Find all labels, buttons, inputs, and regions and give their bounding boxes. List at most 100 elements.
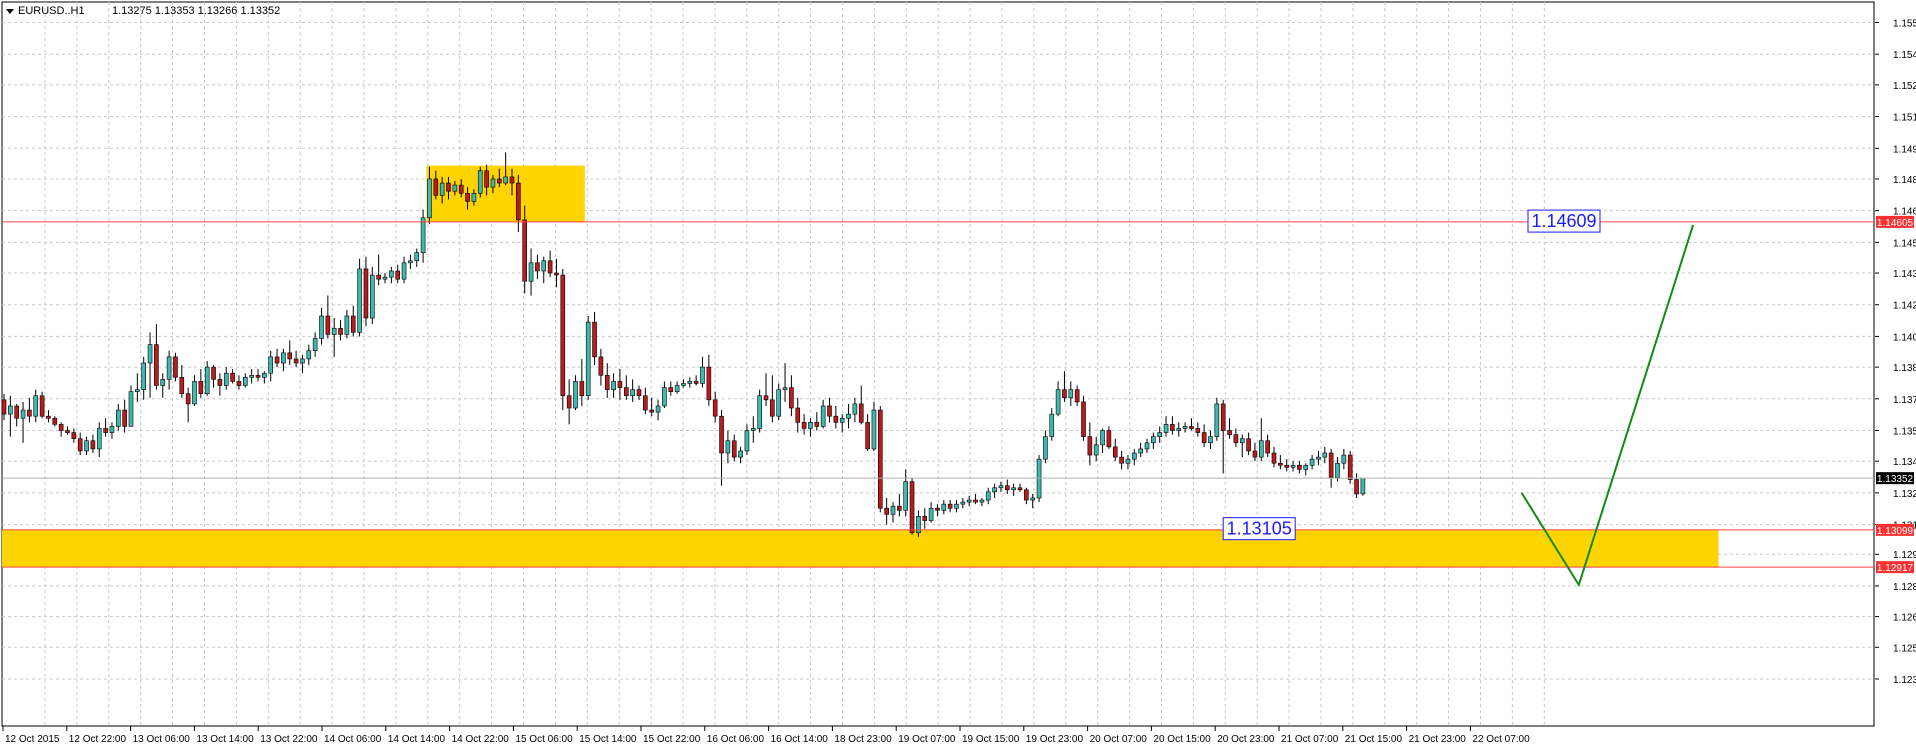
candle-bear [623, 387, 629, 397]
candle-bear [433, 178, 439, 196]
projection-path[interactable] [1520, 224, 1695, 588]
zones [2, 165, 1719, 568]
candle-bull [1132, 452, 1137, 460]
candle-bear [858, 403, 864, 423]
price-tick-label: 1.13895 [1893, 363, 1916, 374]
candle-bull [681, 383, 686, 386]
candle-bear [1024, 489, 1029, 501]
candle-bear [274, 356, 280, 364]
candle-bear [287, 352, 293, 360]
candle-bear [877, 409, 883, 509]
price-badge [1876, 523, 1914, 536]
candle-bear [814, 422, 820, 427]
candle-bull [1290, 464, 1296, 468]
candle-bull [223, 372, 229, 386]
candle-bull [998, 485, 1004, 489]
candle-bear [1062, 389, 1067, 399]
candle-bear [643, 395, 648, 411]
chevron-down-icon[interactable] [6, 9, 14, 14]
candle-bear [547, 260, 553, 274]
candle-bull [1049, 413, 1055, 437]
candle-bull [992, 487, 997, 493]
candle-bear [566, 395, 572, 409]
candle-bear [350, 315, 356, 333]
candle-bear [338, 327, 343, 335]
candle-bull [8, 405, 13, 415]
candle-bull [33, 395, 39, 417]
candle-bear [58, 424, 64, 431]
candle-bear [922, 516, 928, 521]
candle-bull [312, 338, 318, 352]
candle-bull [160, 379, 166, 386]
candle-bear [789, 387, 794, 409]
candle-bear [376, 274, 381, 280]
price-badge-label: 1.13352 [1877, 474, 1914, 485]
candle-bull [268, 356, 274, 374]
candle-bull [979, 499, 985, 503]
candle-bear [395, 270, 401, 280]
candle-bull [674, 385, 680, 392]
price-annotation-box[interactable] [1222, 517, 1296, 541]
candle-bear [770, 399, 775, 417]
price-badge [1876, 215, 1914, 228]
candle-bear [865, 422, 870, 450]
candle-bear [77, 438, 83, 452]
candle-bull [1151, 436, 1156, 444]
price-tick-label: 1.13740 [1893, 395, 1916, 406]
candle-bear [827, 405, 832, 417]
candle-bull [471, 192, 477, 202]
candle-bear [668, 387, 674, 392]
candle-bull [871, 409, 877, 450]
price-annotation-box[interactable] [1527, 209, 1601, 233]
candle-bear [255, 374, 261, 378]
candle-bear [65, 430, 70, 433]
candle-bull [985, 491, 991, 501]
price-tick-label: 1.14965 [1893, 144, 1916, 155]
candle-bull [820, 405, 826, 427]
candle-bear [554, 272, 559, 276]
candle-bull [725, 440, 731, 454]
candle-bull [116, 409, 121, 427]
candle-bear [1, 399, 7, 415]
candle-bull [306, 350, 312, 360]
time-tick-label: 13 Oct 22:00 [260, 734, 318, 745]
price-axis: 1.15580 1.15425 1.15275 1.15120 1.14965 1.148… [1875, 19, 1916, 686]
candle-bear [446, 182, 451, 192]
price-tick-label: 1.14660 [1893, 207, 1916, 218]
candle-bear [795, 407, 801, 423]
candle-bull [344, 315, 350, 335]
candle-bull [1309, 458, 1315, 466]
candle-bull [1125, 458, 1131, 464]
candle-bull [890, 505, 896, 515]
candle-bear [909, 481, 915, 534]
time-tick-label: 15 Oct 22:00 [643, 734, 701, 745]
candle-bull [427, 178, 432, 219]
candle-bear [947, 503, 953, 509]
time-tick-label: 14 Oct 14:00 [388, 734, 446, 745]
candle-bull [262, 372, 267, 378]
candle-bear [1074, 389, 1080, 403]
candles [1, 152, 1366, 537]
candle-bull [141, 362, 146, 390]
candle-bull [1093, 444, 1099, 456]
time-tick-label: 16 Oct 06:00 [707, 734, 765, 745]
candle-bull [477, 170, 483, 194]
candle-bull [192, 381, 197, 405]
candle-bull [903, 481, 909, 511]
candle-bull [662, 387, 667, 407]
candle-bear [14, 405, 19, 419]
candle-bear [897, 505, 902, 511]
candle-bear [1220, 403, 1226, 431]
candle-bull [1316, 456, 1321, 460]
time-tick-label: 20 Oct 15:00 [1153, 734, 1211, 745]
candle-bear [363, 268, 369, 319]
candle-bull [1208, 436, 1213, 444]
candle-bear [522, 219, 528, 282]
candle-bear [706, 366, 712, 401]
ohlc-values: 1.13275 1.13353 1.13266 1.13352 [112, 5, 280, 17]
candle-bear [154, 344, 159, 386]
candle-bear [1195, 428, 1201, 433]
price-tick-label: 1.12525 [1893, 643, 1916, 654]
